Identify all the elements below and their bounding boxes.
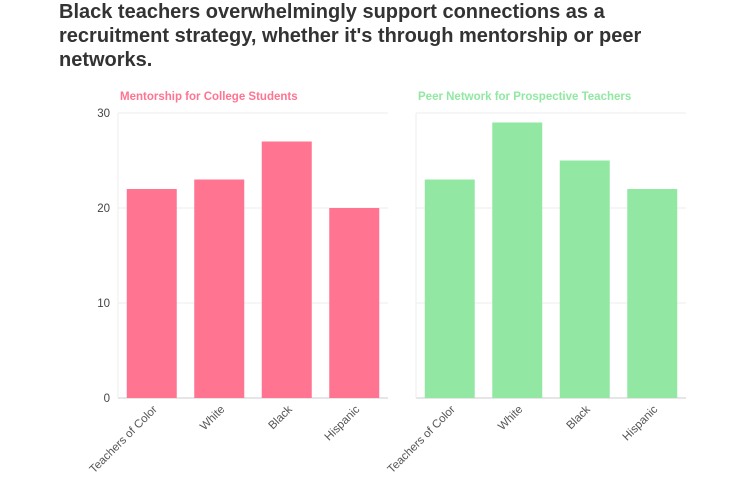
y-tick-label-10: 10 <box>97 298 110 310</box>
bar-mentorship-teachers-of-color[interactable] <box>126 189 177 398</box>
x-tick-label-mentorship-hispanic: Hispanic <box>323 403 363 443</box>
panel-mentorship: Mentorship for College Students 0 10 20 30 T… <box>88 91 388 476</box>
bar-peer-network-hispanic[interactable] <box>627 189 678 398</box>
y-tick-label-0: 0 <box>104 393 110 405</box>
bar-mentorship-hispanic[interactable] <box>329 208 380 398</box>
x-tick-label-mentorship-white: White <box>198 404 227 433</box>
y-tick-label-30: 30 <box>97 108 110 120</box>
x-tick-label-peer-network-black: Black <box>564 403 593 432</box>
x-tick-label-peer-network-white: White <box>496 404 525 433</box>
bar-mentorship-white[interactable] <box>194 179 245 399</box>
x-tick-label-mentorship-black: Black <box>266 403 295 432</box>
x-tick-label-peer-network-teachers-of-color: Teachers of Color <box>386 404 458 476</box>
panel-title-peer-network: Peer Network for Prospective Teachers <box>418 91 631 103</box>
bar-peer-network-white[interactable] <box>492 122 543 399</box>
x-tick-label-mentorship-teachers-of-color: Teachers of Color <box>88 404 160 476</box>
bar-mentorship-black[interactable] <box>261 141 312 399</box>
bar-peer-network-teachers-of-color[interactable] <box>424 179 475 399</box>
bar-peer-network-black[interactable] <box>559 160 610 399</box>
panel-peer-network: Peer Network for Prospective Teachers Te… <box>386 91 686 476</box>
chart-title: Black teachers overwhelmingly support co… <box>59 1 642 71</box>
x-tick-label-peer-network-hispanic: Hispanic <box>621 403 661 443</box>
panel-title-mentorship: Mentorship for College Students <box>120 91 298 103</box>
y-tick-label-20: 20 <box>97 203 110 215</box>
